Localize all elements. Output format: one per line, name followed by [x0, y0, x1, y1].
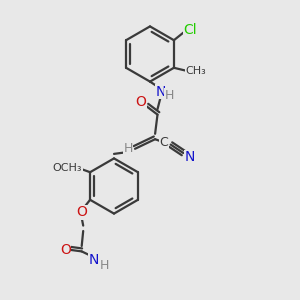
- Text: O: O: [60, 243, 70, 257]
- Text: H: H: [100, 259, 110, 272]
- Text: N: N: [89, 253, 100, 267]
- Text: OCH₃: OCH₃: [53, 163, 82, 173]
- Text: O: O: [136, 95, 146, 109]
- Text: C: C: [160, 136, 169, 149]
- Text: CH₃: CH₃: [185, 66, 206, 76]
- Text: Cl: Cl: [184, 23, 197, 37]
- Text: N: N: [185, 150, 195, 164]
- Text: N: N: [155, 85, 166, 98]
- Text: H: H: [165, 89, 174, 102]
- Text: H: H: [123, 142, 133, 155]
- Text: O: O: [76, 206, 87, 219]
